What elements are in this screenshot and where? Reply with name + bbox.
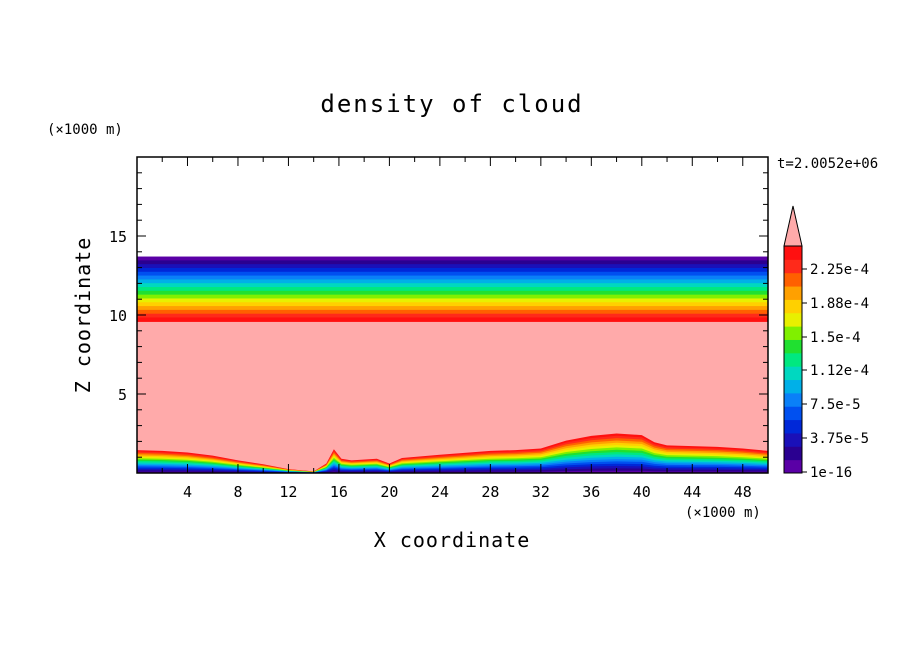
field-upper-band [137,317,768,322]
x-tick-label: 32 [532,483,550,501]
x-tick-label: 8 [233,483,242,501]
colorbar-level [784,326,802,340]
y-tick-label: 10 [109,307,127,325]
colorbar-level [784,312,802,327]
colorbar-label: 1.5e-4 [810,330,861,346]
x-tick-label: 20 [380,483,398,501]
x-tick-label: 4 [183,483,192,501]
colorbar-level [784,406,802,421]
colorbar-label: 1.12e-4 [810,363,869,379]
field-upper-band [137,287,768,292]
colorbar-level [784,379,802,394]
field-upper-band [137,309,768,315]
colorbar-label: 7.5e-5 [810,397,861,413]
field-upper-band [137,313,768,319]
x-tick-label: 48 [734,483,752,501]
field-upper-band [137,283,768,288]
colorbar-level [784,286,802,300]
colorbar-label: 3.75e-5 [810,431,869,447]
field-upper-band [137,298,768,303]
colorbar-overflow-triangle [783,205,803,247]
plot-field [137,256,768,473]
colorbar: 2.25e-4 1.88e-4 1.5e-4 1.12e-4 7.5e-5 3.75e-5… [783,205,869,481]
field-upper-band [137,279,768,284]
colorbar-level [784,446,802,461]
x-axis-label: X coordinate [374,528,531,552]
x-tick-label: 28 [481,483,499,501]
field-upper-band [137,267,768,273]
field-upper-band [137,306,768,311]
field-upper-band [137,290,768,296]
x-tick-label: 16 [330,483,348,501]
y-axis-label: Z coordinate [71,237,95,394]
chart-title: density of cloud [320,90,583,118]
y-unit-label: (×1000 m) [47,122,123,138]
field-upper-band [137,271,768,277]
colorbar-level [784,272,802,287]
x-axis: 4 8 12 16 20 24 28 32 36 40 44 48 [161,157,752,501]
field-upper-band [137,260,768,265]
x-tick-label: 36 [582,483,600,501]
y-tick-label: 5 [118,386,127,404]
x-unit-label: (×1000 m) [685,505,761,521]
field-upper-band [137,256,768,261]
x-tick-label: 44 [683,483,701,501]
y-axis: 5 10 15 [109,172,768,458]
colorbar-level [784,299,802,314]
field-upper-band [137,294,768,300]
colorbar-level [784,392,802,407]
y-tick-label: 15 [109,228,127,246]
x-tick-label: 40 [633,483,651,501]
time-label: t=2.0052e+06 [777,156,878,172]
colorbar-level [784,246,802,260]
x-tick-label: 12 [279,483,297,501]
colorbar-level [784,432,802,447]
field-upper-band [137,264,768,269]
colorbar-frame [783,245,803,474]
x-tick-label: 24 [431,483,449,501]
colorbar-level [784,459,802,474]
field-upper-band [137,275,768,281]
colorbar-level [784,419,802,434]
colorbar-label: 1.88e-4 [810,296,869,312]
colorbar-level [784,259,802,274]
field-upper-band [137,302,768,307]
colorbar-label: 1e-16 [810,465,852,481]
colorbar-level [784,366,802,381]
colorbar-level [784,352,802,367]
colorbar-label: 2.25e-4 [810,262,869,278]
colorbar-level [784,339,802,354]
